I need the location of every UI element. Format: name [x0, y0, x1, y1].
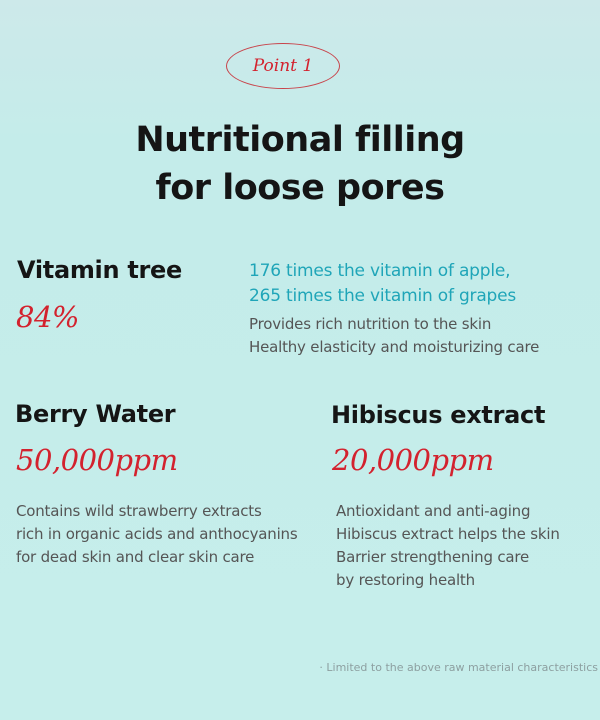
title-line-1: Nutritional filling: [135, 120, 465, 160]
title-line-2: for loose pores: [155, 168, 446, 208]
vitamin-highlight: 176 times the vitamin of apple, 265 times…: [249, 259, 516, 309]
hibiscus-value: 20,000ppm: [332, 443, 494, 477]
highlight-line: 265 times the vitamin of grapes: [249, 286, 517, 306]
highlight-line: 176 times the vitamin of apple,: [249, 261, 511, 281]
desc-line: Contains wild strawberry extracts: [16, 502, 262, 520]
vitamin-desc: Provides rich nutrition to the skin Healt…: [249, 313, 539, 359]
desc-line: Hibiscus extract helps the skin: [336, 525, 560, 543]
desc-line: Healthy elasticity and moisturizing care: [249, 338, 540, 356]
desc-line: for dead skin and clear skin care: [16, 548, 255, 566]
point-badge-label: Point 1: [252, 56, 314, 76]
berry-value: 50,000ppm: [16, 443, 178, 477]
vitamin-value: 84%: [16, 300, 79, 334]
berry-desc: Contains wild strawberry extracts rich in…: [16, 500, 298, 569]
desc-line: by restoring health: [336, 571, 475, 589]
hibiscus-name: Hibiscus extract: [331, 401, 546, 429]
page-title: Nutritional filling for loose pores: [0, 116, 600, 212]
desc-line: rich in organic acids and anthocyanins: [16, 525, 298, 543]
desc-line: Antioxidant and anti-aging: [336, 502, 531, 520]
hibiscus-desc: Antioxidant and anti-aging Hibiscus extra…: [336, 500, 560, 592]
desc-line: Barrier strengthening care: [336, 548, 530, 566]
vitamin-name: Vitamin tree: [17, 256, 182, 284]
desc-line: Provides rich nutrition to the skin: [249, 315, 492, 333]
point-badge: Point 1: [226, 43, 340, 89]
footnote: · Limited to the above raw material char…: [319, 661, 598, 674]
berry-name: Berry Water: [15, 400, 176, 428]
